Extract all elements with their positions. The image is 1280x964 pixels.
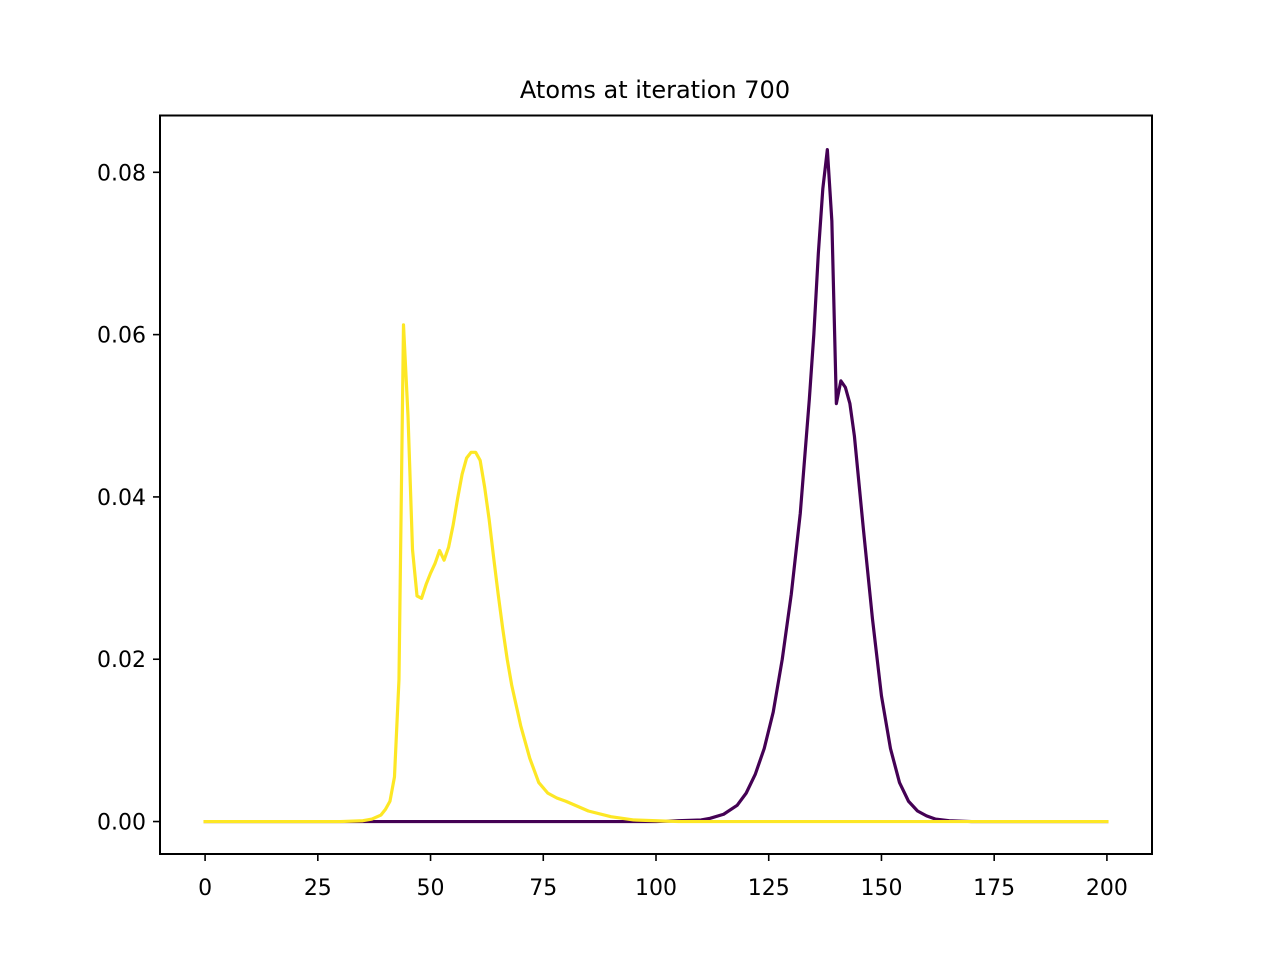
- x-tick-label: 50: [417, 876, 445, 901]
- x-tick-label: 25: [304, 876, 332, 901]
- y-tick-label: 0.04: [97, 486, 146, 511]
- y-tick-label: 0.00: [97, 811, 146, 836]
- x-tick-label: 75: [529, 876, 557, 901]
- series-layer: [203, 147, 1109, 824]
- x-tick-label: 0: [198, 876, 212, 901]
- axis-layer: 0 25 50 75 100 125 150 175 200 0.00 0.02 0.04 0.06 0.…: [97, 161, 1128, 901]
- x-tick-label: 125: [748, 876, 790, 901]
- series-line-0: [203, 147, 1109, 824]
- x-tick-label: 100: [635, 876, 677, 901]
- y-tick-label: 0.02: [97, 648, 146, 673]
- y-tick-label: 0.08: [97, 161, 146, 186]
- y-tick-label: 0.06: [97, 324, 146, 349]
- x-tick-label: 200: [1086, 876, 1128, 901]
- x-tick-label: 150: [860, 876, 902, 901]
- plot-frame: [159, 114, 1153, 855]
- series-line-1: [203, 323, 1109, 824]
- chart-title: Atoms at iteration 700: [520, 76, 790, 104]
- x-tick-label: 175: [973, 876, 1015, 901]
